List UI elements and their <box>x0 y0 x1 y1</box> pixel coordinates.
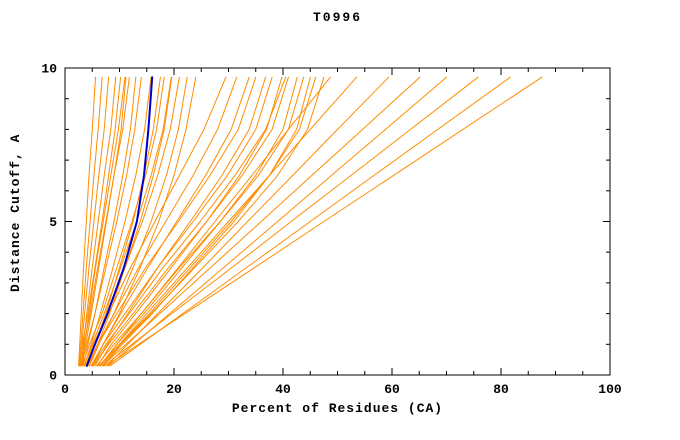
model-14 <box>89 76 173 367</box>
model-08 <box>83 76 137 367</box>
x-axis-label: Percent of Residues (CA) <box>231 401 444 416</box>
model-31 <box>91 76 287 367</box>
model-36 <box>102 76 421 367</box>
model-18 <box>83 76 172 367</box>
model-04 <box>80 76 117 367</box>
highlight-curve <box>85 76 154 367</box>
model-19 <box>86 76 227 367</box>
model-33 <box>99 76 331 367</box>
model-35 <box>106 76 390 367</box>
model-15 <box>85 76 180 367</box>
y-tick-label: 0 <box>49 369 57 384</box>
model-28 <box>96 76 305 367</box>
model-27 <box>99 76 298 367</box>
model-32 <box>101 76 325 367</box>
model-06 <box>81 76 127 367</box>
model-10 <box>80 76 142 367</box>
model-38 <box>103 76 479 367</box>
y-tick-label: 10 <box>41 62 57 77</box>
y-tick-label: 5 <box>49 215 57 230</box>
model-24 <box>90 76 273 367</box>
model-05 <box>79 76 122 367</box>
model-02 <box>78 76 103 367</box>
x-tick-label: 100 <box>598 382 622 397</box>
model-23 <box>94 76 267 367</box>
x-tick-label: 40 <box>275 382 291 397</box>
x-tick-label: 60 <box>384 382 400 397</box>
x-tick-label: 80 <box>493 382 509 397</box>
model-39 <box>109 76 511 367</box>
model-01 <box>78 76 96 367</box>
model-26 <box>92 76 289 367</box>
model-34 <box>99 76 358 367</box>
model-29 <box>102 76 311 367</box>
model-09 <box>81 76 126 367</box>
model-03 <box>79 76 110 367</box>
x-tick-label: 20 <box>166 382 182 397</box>
model-25 <box>97 76 283 367</box>
chart-title: T0996 <box>312 10 362 25</box>
model-22 <box>87 76 257 367</box>
model-37 <box>108 76 447 367</box>
x-tick-label: 0 <box>61 382 69 397</box>
model-40 <box>105 76 543 367</box>
model-13 <box>81 76 165 367</box>
model-11 <box>84 76 152 367</box>
